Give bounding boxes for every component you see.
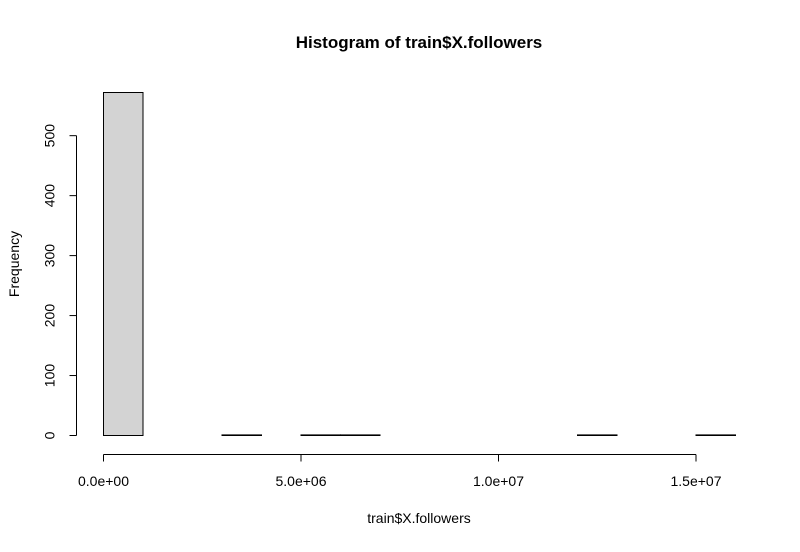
histogram-bar-12 bbox=[577, 434, 618, 437]
histogram-bar-6 bbox=[340, 434, 381, 437]
chart-title: Histogram of train$X.followers bbox=[296, 33, 543, 52]
x-axis-title: train$X.followers bbox=[367, 510, 471, 526]
histogram-bar-5 bbox=[300, 434, 341, 437]
y-tick-label-5: 500 bbox=[42, 124, 58, 148]
histogram-bars bbox=[103, 92, 736, 437]
x-tick-label-1: 5.0e+06 bbox=[276, 473, 327, 489]
y-tick-label-0: 0 bbox=[42, 431, 58, 439]
x-tick-label-2: 1.0e+07 bbox=[473, 473, 524, 489]
y-tick-label-2: 200 bbox=[42, 304, 58, 328]
x-tick-label-0: 0.0e+00 bbox=[78, 473, 129, 489]
y-tick-label-1: 100 bbox=[42, 364, 58, 388]
histogram-bar-15 bbox=[695, 434, 736, 437]
histogram-bar-3 bbox=[221, 434, 262, 437]
y-tick-label-3: 300 bbox=[42, 244, 58, 268]
x-tick-label-3: 1.5e+07 bbox=[671, 473, 722, 489]
y-axis: 0 100 200 300 400 500 bbox=[42, 124, 77, 439]
y-axis-title: Frequency bbox=[6, 231, 22, 297]
histogram-bar-0 bbox=[103, 92, 144, 436]
x-axis: 0.0e+00 5.0e+06 1.0e+07 1.5e+07 bbox=[78, 454, 722, 489]
y-tick-label-4: 400 bbox=[42, 184, 58, 208]
